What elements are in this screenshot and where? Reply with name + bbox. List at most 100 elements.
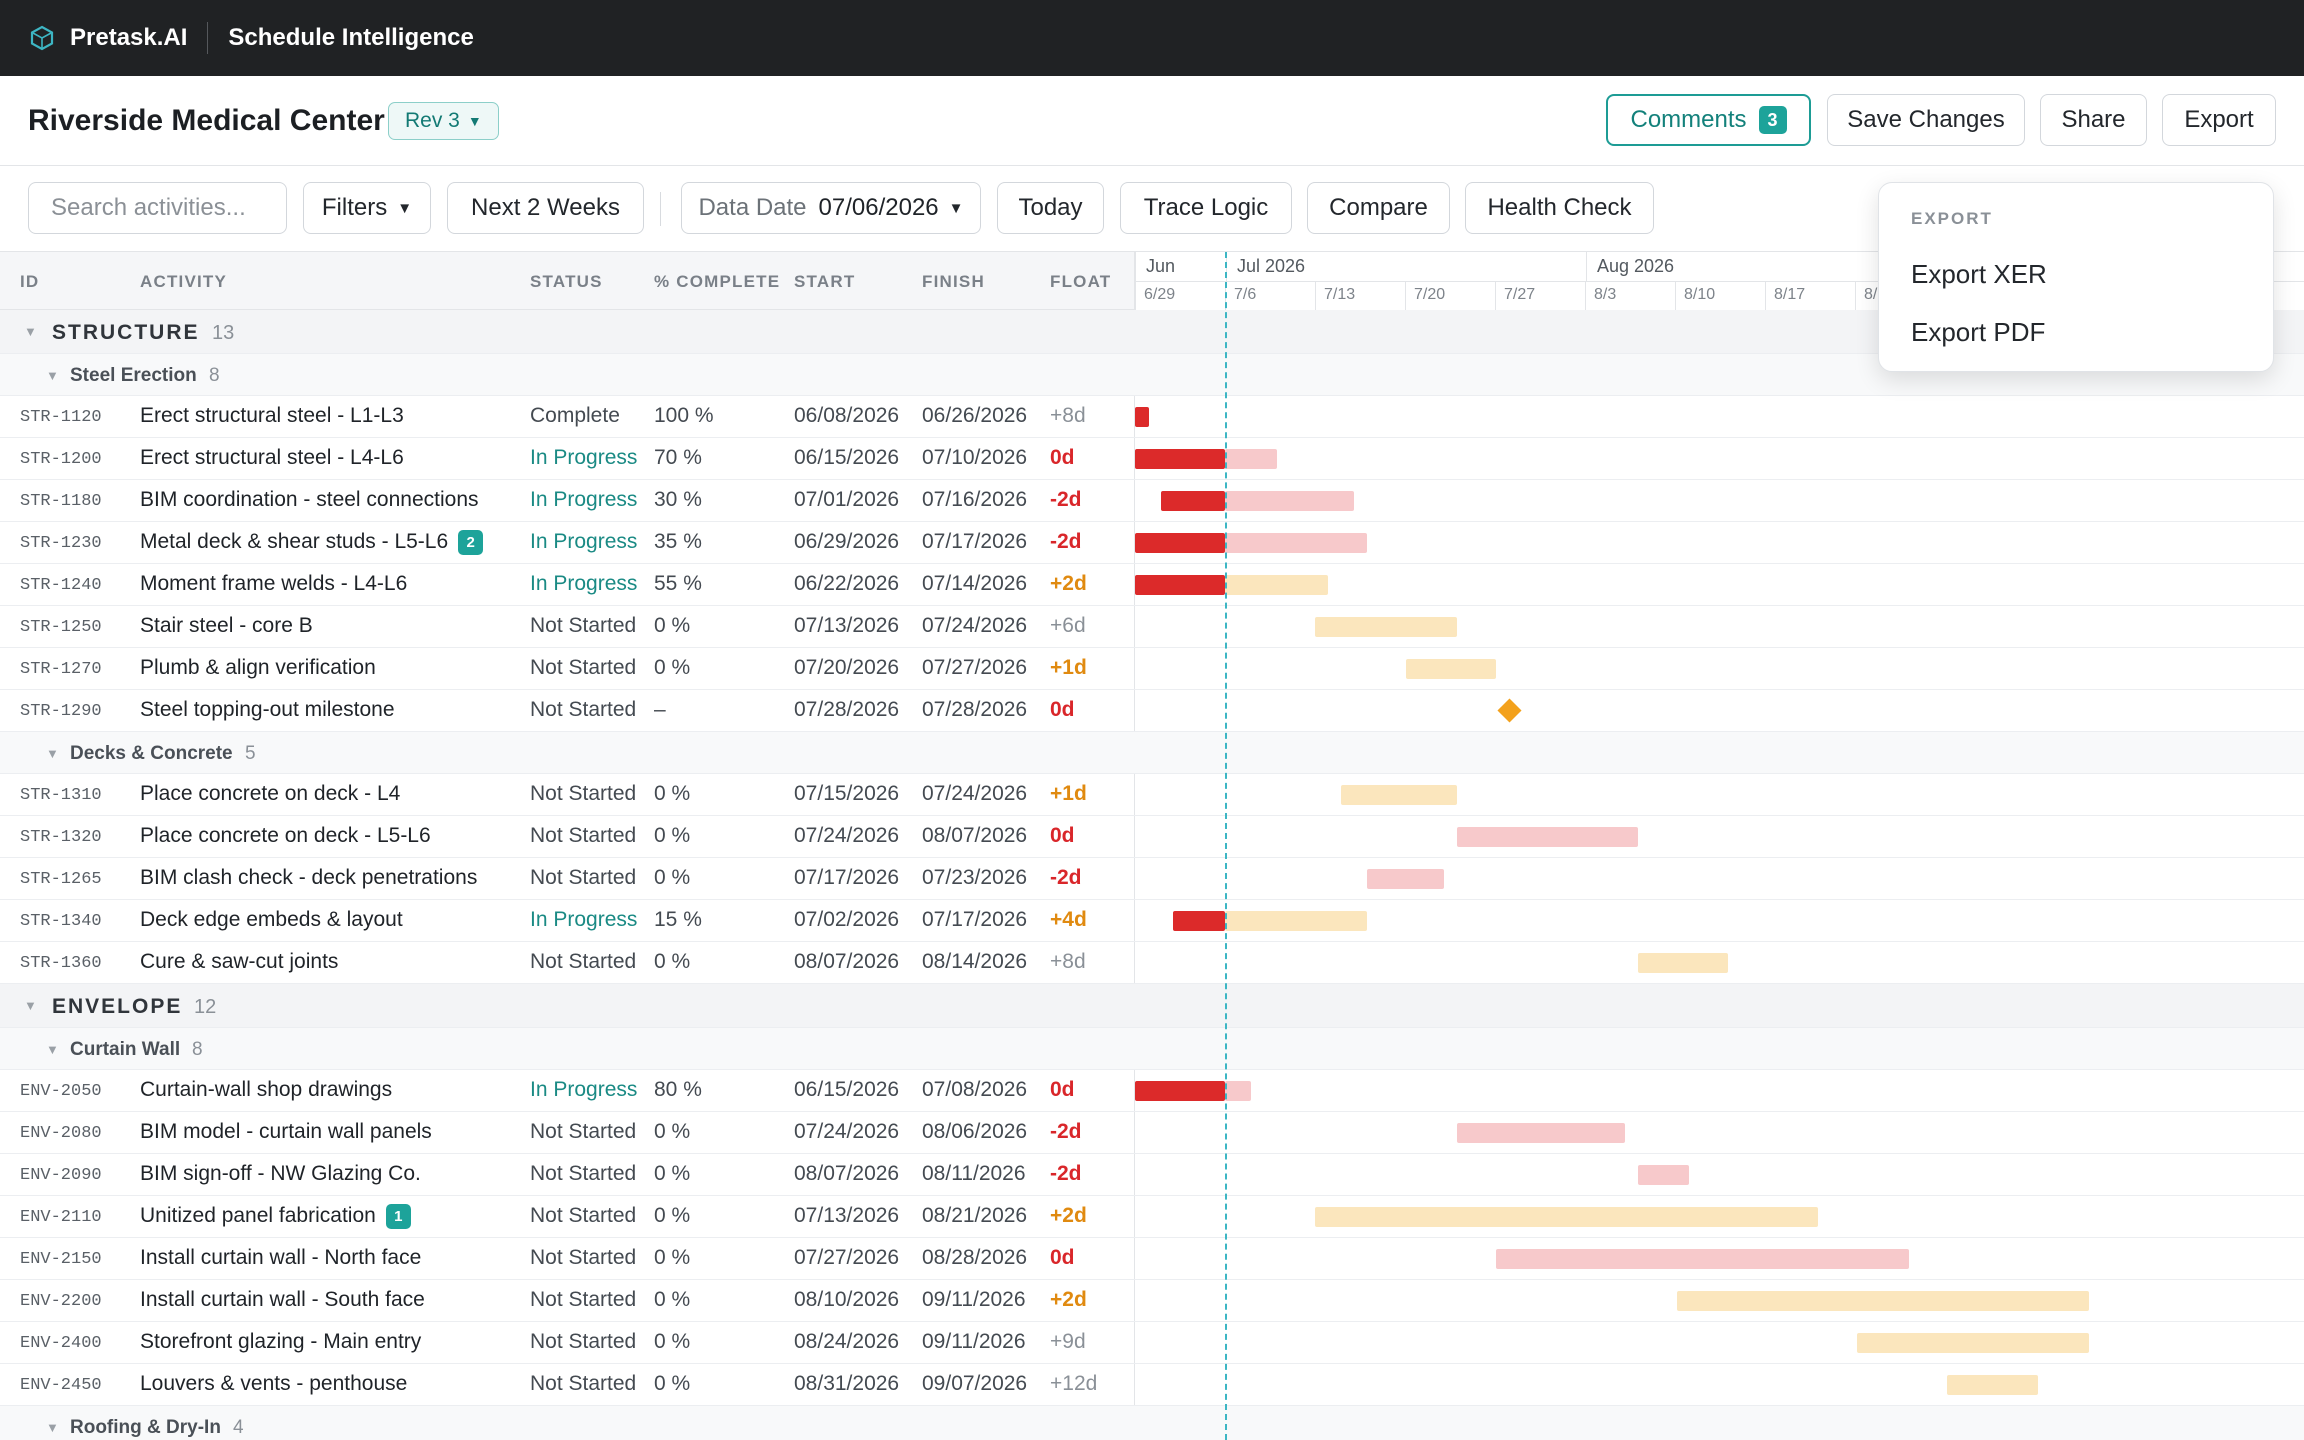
activity-row[interactable]: ENV-2400 Storefront glazing - Main entry N…: [0, 1322, 2304, 1364]
caret-down-icon[interactable]: ▼: [46, 746, 59, 761]
gantt-bar-progress[interactable]: [1135, 1081, 1225, 1101]
activity-name: Storefront glazing - Main entry: [140, 1330, 421, 1354]
activity-name: Metal deck & shear studs - L5-L6 2: [140, 530, 484, 555]
activity-row[interactable]: STR-1120 Erect structural steel - L1-L3 Co…: [0, 396, 2304, 438]
activity-row[interactable]: STR-1265 BIM clash check - deck penetrati…: [0, 858, 2304, 900]
activity-name-text: Curtain-wall shop drawings: [140, 1078, 393, 1101]
finish-date: 07/16/2026: [922, 488, 1028, 511]
gantt-bar[interactable]: [1405, 659, 1496, 679]
comment-count-badge[interactable]: 1: [385, 1204, 411, 1229]
activity-row[interactable]: STR-1250 Stair steel - core B Not Started 0…: [0, 606, 2304, 648]
float-value: +1d: [1050, 782, 1087, 805]
caret-down-icon[interactable]: ▼: [24, 998, 37, 1013]
activity-row[interactable]: ENV-2090 BIM sign-off - NW Glazing Co. Not…: [0, 1154, 2304, 1196]
gantt-bar[interactable]: [1676, 1291, 2090, 1311]
gantt-bar[interactable]: [1341, 785, 1458, 805]
activity-row[interactable]: STR-1290 Steel topping-out milestone Not S…: [0, 690, 2304, 732]
gantt-bar[interactable]: [1315, 617, 1458, 637]
gantt-bar-remaining[interactable]: [1225, 491, 1354, 511]
gantt-bar[interactable]: [1457, 827, 1638, 847]
trace-logic-button[interactable]: Trace Logic: [1120, 182, 1292, 234]
export-button[interactable]: Export: [2162, 94, 2276, 146]
today-button[interactable]: Today: [997, 182, 1104, 234]
percent-complete: 30 %: [654, 488, 702, 511]
col-id: ID: [20, 272, 40, 291]
gantt-bar[interactable]: [1947, 1375, 2038, 1395]
range-button[interactable]: Next 2 Weeks: [447, 182, 644, 234]
start-date: 08/10/2026: [794, 1288, 900, 1311]
group-header[interactable]: ▼ ENVELOPE 12: [0, 984, 2304, 1028]
subgroup-header[interactable]: ▼ Roofing & Dry-In 4: [0, 1406, 2304, 1440]
filters-dropdown[interactable]: Filters ▼: [303, 182, 431, 234]
gantt-bar-remaining[interactable]: [1225, 449, 1277, 469]
gantt-bar-remaining[interactable]: [1225, 533, 1367, 553]
finish-date: 08/14/2026: [922, 950, 1028, 973]
gantt-lane: [1134, 522, 2304, 564]
activity-row[interactable]: ENV-2450 Louvers & vents - penthouse Not S…: [0, 1364, 2304, 1406]
save-changes-button[interactable]: Save Changes: [1827, 94, 2025, 146]
activity-row[interactable]: ENV-2110 Unitized panel fabrication 1 Not S…: [0, 1196, 2304, 1238]
caret-down-icon[interactable]: ▼: [46, 368, 59, 383]
compare-button[interactable]: Compare: [1307, 182, 1450, 234]
activity-row[interactable]: ENV-2200 Install curtain wall - South fac…: [0, 1280, 2304, 1322]
gantt-bar[interactable]: [1857, 1333, 2090, 1353]
percent-complete: 80 %: [654, 1078, 702, 1101]
activity-row[interactable]: ENV-2050 Curtain-wall shop drawings In Pro…: [0, 1070, 2304, 1112]
caret-down-icon[interactable]: ▼: [46, 1420, 59, 1435]
percent-complete: 0 %: [654, 1372, 691, 1395]
finish-date: 07/23/2026: [922, 866, 1028, 889]
caret-down-icon[interactable]: ▼: [46, 1042, 59, 1057]
gantt-bar-remaining[interactable]: [1225, 575, 1329, 595]
start-date: 07/02/2026: [794, 908, 900, 931]
export-menu: EXPORT Export XER Export PDF: [1878, 182, 2274, 372]
health-check-button[interactable]: Health Check: [1465, 182, 1654, 234]
gantt-lane: [1134, 1196, 2304, 1238]
gantt-bar-progress[interactable]: [1160, 491, 1225, 511]
gantt-bar-progress[interactable]: [1135, 449, 1225, 469]
share-button[interactable]: Share: [2040, 94, 2147, 146]
activity-row[interactable]: ENV-2150 Install curtain wall - North fac…: [0, 1238, 2304, 1280]
gantt-bar-progress[interactable]: [1135, 533, 1225, 553]
gantt-bar-progress[interactable]: [1173, 911, 1225, 931]
activity-row[interactable]: STR-1200 Erect structural steel - L4-L6 In…: [0, 438, 2304, 480]
activity-row[interactable]: STR-1310 Place concrete on deck - L4 Not S…: [0, 774, 2304, 816]
activity-row[interactable]: ENV-2080 BIM model - curtain wall panels N…: [0, 1112, 2304, 1154]
gantt-bar[interactable]: [1366, 869, 1445, 889]
milestone-diamond[interactable]: [1497, 698, 1522, 723]
gantt-bar-remaining[interactable]: [1225, 911, 1367, 931]
search-input[interactable]: Search activities...: [28, 182, 287, 234]
comments-button[interactable]: Comments 3: [1606, 94, 1811, 146]
export-xer-item[interactable]: Export XER: [1911, 259, 2047, 289]
gantt-lane: [1134, 1112, 2304, 1154]
caret-down-icon[interactable]: ▼: [24, 324, 37, 339]
subgroup-header[interactable]: ▼ Decks & Concrete 5: [0, 732, 2304, 774]
revision-dropdown[interactable]: Rev 3 ▼: [388, 102, 499, 140]
finish-date: 07/08/2026: [922, 1078, 1028, 1101]
gantt-bar[interactable]: [1637, 1165, 1690, 1185]
activity-row[interactable]: STR-1320 Place concrete on deck - L5-L6 No…: [0, 816, 2304, 858]
gantt-bar[interactable]: [1135, 407, 1149, 427]
activity-row[interactable]: STR-1230 Metal deck & shear studs - L5-L6…: [0, 522, 2304, 564]
percent-complete: 0 %: [654, 866, 691, 889]
activity-name: Moment frame welds - L4-L6: [140, 572, 407, 596]
activity-id: STR-1120: [20, 408, 102, 427]
timeline-month: Jun: [1135, 252, 1226, 282]
activity-row[interactable]: STR-1270 Plumb & align verification Not St…: [0, 648, 2304, 690]
export-pdf-item[interactable]: Export PDF: [1911, 317, 2046, 347]
gantt-bar[interactable]: [1637, 953, 1729, 973]
activity-row[interactable]: STR-1240 Moment frame welds - L4-L6 In Pro…: [0, 564, 2304, 606]
activity-row[interactable]: STR-1360 Cure & saw-cut joints Not Started…: [0, 942, 2304, 984]
gantt-bar[interactable]: [1495, 1249, 1909, 1269]
gantt-bar[interactable]: [1315, 1207, 1819, 1227]
project-bar: Riverside Medical Center Rev 3 ▼ Comments…: [0, 76, 2304, 166]
activity-id: ENV-2050: [20, 1082, 102, 1101]
activity-row[interactable]: STR-1340 Deck edge embeds & layout In Prog…: [0, 900, 2304, 942]
comment-count-badge[interactable]: 2: [458, 530, 484, 555]
data-date-dropdown[interactable]: Data Date 07/06/2026 ▼: [681, 182, 981, 234]
subgroup-header[interactable]: ▼ Curtain Wall 8: [0, 1028, 2304, 1070]
activity-row[interactable]: STR-1180 BIM coordination - steel connect…: [0, 480, 2304, 522]
gantt-bar-progress[interactable]: [1135, 575, 1225, 595]
gantt-bar[interactable]: [1457, 1123, 1625, 1143]
gantt-bar-remaining[interactable]: [1225, 1081, 1251, 1101]
brand-name: Pretask.AI: [70, 24, 188, 51]
